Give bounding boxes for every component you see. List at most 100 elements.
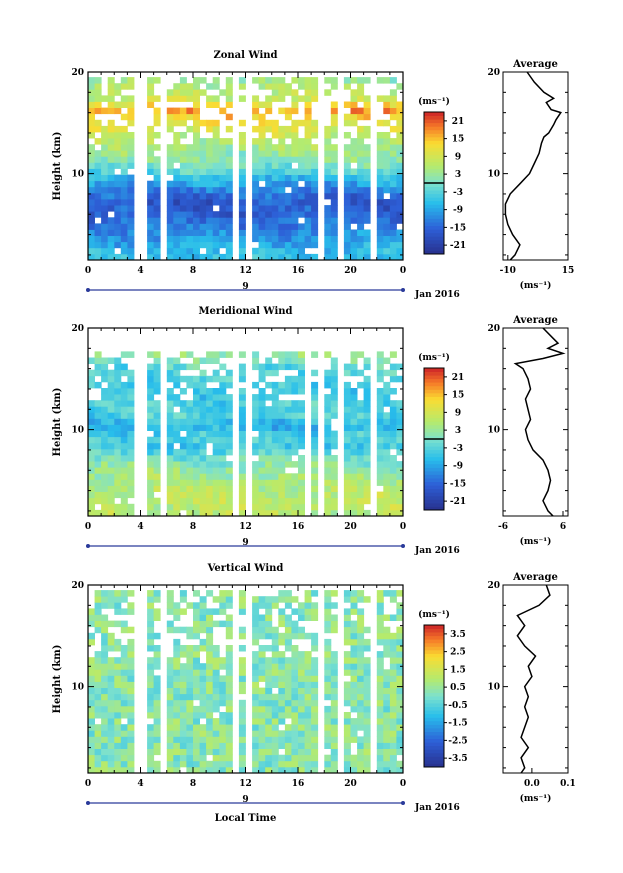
heatmap-cell (193, 736, 200, 743)
heatmap-cell (389, 241, 397, 249)
heatmap-cell (389, 681, 397, 688)
heatmap-cell (324, 418, 332, 425)
heatmap-cell (193, 253, 200, 261)
heatmap-cell (278, 436, 286, 444)
heatmap-cell (199, 626, 207, 634)
heatmap-cell (396, 693, 404, 701)
heatmap-cell (330, 132, 338, 139)
heatmap-cell (238, 669, 246, 676)
heatmap-cell (363, 669, 371, 676)
heatmap-cell (225, 241, 233, 249)
heatmap-cell (376, 760, 384, 768)
heatmap-cell (311, 675, 319, 682)
heatmap-cell (186, 467, 194, 474)
heatmap-cell (127, 742, 135, 749)
heatmap-cell (298, 712, 305, 719)
heatmap-cell (186, 748, 194, 756)
heatmap-cell (147, 418, 155, 425)
heatmap-cell (324, 596, 332, 603)
heatmap-cell (94, 83, 102, 90)
heatmap-cell (153, 223, 161, 230)
heatmap-cell (238, 174, 246, 182)
heatmap-cell (186, 89, 194, 96)
heatmap-cell (199, 150, 207, 157)
heatmap-cell (179, 192, 187, 200)
heatmap-cell (350, 192, 358, 200)
heatmap-cell (291, 89, 299, 96)
heatmap-cell (127, 351, 135, 358)
heatmap-cell (88, 186, 95, 194)
heatmap-cell (330, 113, 338, 121)
heatmap-cell (219, 491, 227, 499)
heatmap-cell (265, 497, 273, 505)
heatmap-cell (127, 77, 135, 84)
heatmap-cell (383, 736, 391, 743)
heatmap-cell (206, 406, 214, 413)
heatmap-cell (114, 418, 122, 425)
y-axis-label: Height (km) (52, 645, 63, 714)
heatmap-cell (271, 150, 279, 157)
heatmap-cell (252, 192, 260, 200)
heatmap-cell (186, 223, 194, 230)
colorbar-band (424, 639, 444, 644)
heatmap-cell (179, 455, 187, 462)
heatmap-cell (153, 699, 161, 707)
heatmap-cell (186, 645, 194, 652)
heatmap-cell (389, 186, 397, 194)
heatmap-cell (258, 712, 266, 719)
heatmap-cell (291, 101, 299, 108)
heatmap-cell (114, 412, 122, 419)
heatmap-cell (265, 192, 273, 200)
heatmap-cell (147, 657, 155, 664)
heatmap-cell (225, 381, 233, 389)
colorbar-band (424, 158, 444, 163)
heatmap-cell (363, 253, 371, 261)
colorbar-band (424, 218, 444, 223)
heatmap-cell (127, 138, 135, 145)
heatmap-cell (114, 235, 122, 243)
heatmap-cell (311, 223, 319, 230)
heatmap-cell (147, 211, 155, 218)
heatmap-cell (343, 241, 351, 249)
heatmap-cell (212, 705, 220, 713)
heatmap-cell (88, 608, 95, 615)
heatmap-cell (186, 632, 194, 640)
heatmap-cell (298, 754, 305, 762)
heatmap-cell (291, 479, 299, 486)
heatmap-cell (258, 442, 266, 450)
heatmap-cell (101, 675, 109, 682)
heatmap-cell (225, 247, 233, 255)
heatmap-cell (179, 205, 187, 212)
heatmap-cell (166, 95, 174, 102)
heatmap-cell (376, 375, 384, 383)
heatmap-cell (219, 608, 227, 615)
heatmap-cell (114, 381, 122, 389)
heatmap-cell (147, 363, 155, 371)
heatmap-cell (258, 675, 266, 682)
heatmap-cell (324, 620, 332, 628)
heatmap-cell (330, 455, 338, 462)
heatmap-cell (258, 693, 266, 701)
heatmap-cell (212, 375, 220, 383)
heatmap-cell (271, 247, 279, 255)
heatmap-cell (343, 638, 351, 646)
colorbar-band (424, 713, 444, 718)
heatmap-cell (120, 138, 128, 145)
heatmap-cell (284, 455, 292, 462)
heatmap-cell (258, 503, 266, 511)
heatmap-cell (114, 669, 122, 676)
heatmap-cell (324, 217, 332, 224)
heatmap-cell (206, 461, 214, 468)
heatmap-cell (278, 186, 286, 194)
heatmap-cell (350, 766, 358, 774)
heatmap-cell (278, 742, 286, 749)
heatmap-cell (383, 132, 391, 139)
heatmap-cell (311, 436, 319, 444)
heatmap-cell (265, 186, 273, 194)
heatmap-cell (179, 497, 187, 505)
heatmap-cell (120, 205, 128, 212)
heatmap-cell (88, 638, 95, 646)
heatmap-cell (258, 186, 266, 194)
